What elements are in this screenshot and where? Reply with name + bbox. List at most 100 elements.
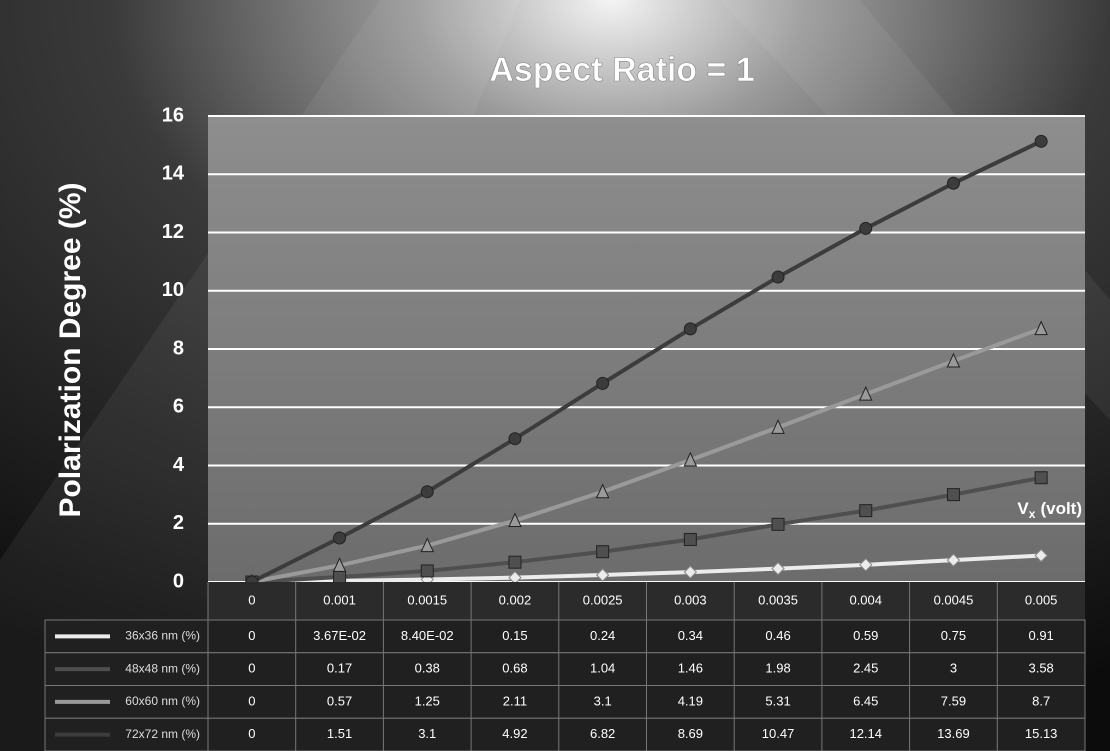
table-cell: 0.68 — [502, 661, 527, 676]
x-tick-label: 0.0025 — [583, 592, 623, 607]
table-cell: 7.59 — [941, 693, 966, 708]
marker — [859, 221, 873, 235]
x-axis-label-main: V — [1017, 499, 1029, 518]
table-cell: 0.46 — [765, 628, 790, 643]
x-tick-label: 0.0035 — [758, 592, 798, 607]
marker — [420, 485, 434, 499]
x-tick-label: 0.001 — [323, 592, 356, 607]
table-cell: 5.31 — [765, 693, 790, 708]
table-row — [44, 717, 1086, 751]
marker — [1034, 134, 1048, 148]
table-cell: 1.51 — [327, 726, 352, 741]
marker — [508, 555, 522, 569]
table-cell: 13.69 — [937, 726, 970, 741]
marker — [420, 564, 434, 578]
table-cell: 0 — [248, 628, 255, 643]
y-tick-label: 14 — [162, 163, 185, 185]
x-tick-label: 0 — [248, 592, 255, 607]
marker — [1034, 548, 1048, 563]
table-cell: 0.59 — [853, 628, 878, 643]
table-cell: 4.19 — [678, 693, 703, 708]
x-tick-label: 0.002 — [499, 592, 532, 607]
table-cell: 3.58 — [1028, 661, 1053, 676]
legend-label: 72x72 nm (%) — [125, 727, 200, 741]
table-cell: 0.34 — [678, 628, 703, 643]
table-cell: 4.92 — [502, 726, 527, 741]
table-cell: 0.38 — [415, 661, 440, 676]
table-cell: 8.69 — [678, 726, 703, 741]
marker — [683, 451, 698, 467]
table-cell: 0 — [248, 726, 255, 741]
x-axis-label: Vx (volt) — [1017, 499, 1082, 521]
x-tick-label: 0.004 — [849, 592, 882, 607]
table-row — [44, 652, 1086, 686]
series-line — [251, 553, 1042, 584]
legend-label: 60x60 nm (%) — [125, 694, 200, 708]
legend-label: 48x48 nm (%) — [125, 661, 200, 675]
table-cell: 15.13 — [1025, 726, 1058, 741]
y-tick-label: 12 — [162, 221, 184, 243]
marker — [683, 565, 698, 579]
marker — [595, 483, 610, 499]
x-axis-label-sub: x — [1029, 507, 1036, 521]
marker — [1034, 320, 1048, 336]
x-tick-label: 0.003 — [674, 592, 707, 607]
table-cell: 0.17 — [327, 661, 352, 676]
table-row — [44, 619, 1086, 654]
marker — [859, 504, 873, 518]
table-cell: 3.67E-02 — [313, 628, 366, 643]
table-cell: 1.25 — [415, 693, 440, 708]
y-tick-label: 8 — [173, 337, 184, 359]
x-tick-label: 0.005 — [1025, 592, 1058, 607]
legend-label: 36x36 nm (%) — [125, 629, 200, 643]
marker — [595, 568, 610, 582]
table-cell: 12.14 — [849, 726, 882, 741]
y-tick-label: 0 — [173, 570, 184, 592]
marker — [596, 376, 610, 390]
marker — [946, 176, 960, 190]
y-axis-label: Polarization Degree (%) — [54, 182, 87, 517]
marker — [332, 557, 347, 572]
table-cell: 3.1 — [418, 726, 436, 741]
marker — [946, 553, 961, 567]
marker — [771, 270, 785, 284]
marker — [683, 532, 697, 546]
series-line — [250, 139, 1043, 584]
marker — [333, 531, 347, 545]
table-cell: 2.11 — [503, 693, 527, 708]
y-tick-label: 2 — [173, 512, 184, 534]
marker — [333, 570, 347, 584]
marker — [771, 561, 785, 576]
marker — [946, 488, 960, 502]
table-cell: 2.45 — [853, 661, 878, 676]
chart-title: Aspect Ratio = 1 — [489, 51, 754, 89]
table-cell: 0.75 — [941, 628, 966, 643]
series-line — [251, 475, 1042, 584]
table-cell: 0 — [248, 693, 255, 708]
marker — [858, 385, 873, 401]
table-cell: 6.45 — [853, 693, 878, 708]
marker — [859, 558, 873, 572]
table-cell: 1.98 — [765, 661, 790, 676]
table-cell: 1.46 — [678, 661, 703, 676]
table-cell: 0.57 — [327, 693, 352, 708]
table-cell: 3 — [950, 661, 957, 676]
y-tick-label: 6 — [173, 396, 184, 418]
x-tick-label: 0.0045 — [934, 592, 974, 607]
table-cell: 0 — [248, 661, 255, 676]
marker — [508, 512, 522, 528]
table-cell: 1.04 — [590, 661, 615, 676]
y-tick-label: 10 — [162, 279, 184, 301]
table-cell: 8.7 — [1032, 693, 1050, 708]
marker — [771, 517, 785, 531]
marker — [596, 545, 610, 559]
marker — [946, 352, 961, 368]
marker — [1034, 471, 1048, 485]
y-tick-label: 16 — [162, 104, 184, 126]
table-cell: 3.1 — [594, 693, 612, 708]
marker — [508, 432, 522, 446]
x-tick-label: 0.0015 — [407, 592, 447, 607]
table-cell: 6.82 — [590, 726, 615, 741]
marker — [771, 419, 785, 434]
